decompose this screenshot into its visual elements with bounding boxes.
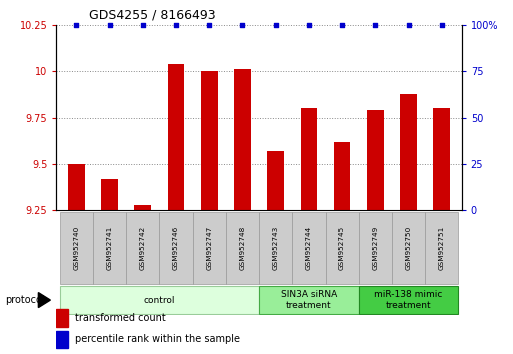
Bar [392, 212, 425, 284]
Text: GSM952741: GSM952741 [107, 225, 112, 270]
Bar [326, 212, 359, 284]
Point [72, 22, 81, 28]
Point [338, 22, 346, 28]
Text: GSM952745: GSM952745 [339, 225, 345, 270]
Bar [234, 69, 251, 210]
Bar [359, 286, 459, 314]
Text: GSM952744: GSM952744 [306, 225, 312, 270]
Point [205, 22, 213, 28]
Bar [60, 212, 93, 284]
Text: GSM952746: GSM952746 [173, 225, 179, 270]
Text: GSM952750: GSM952750 [406, 225, 411, 270]
Bar [226, 212, 259, 284]
Text: control: control [144, 296, 175, 304]
Bar [160, 212, 192, 284]
Text: GSM952751: GSM952751 [439, 225, 445, 270]
Bar [60, 286, 259, 314]
Text: miR-138 mimic
treatment: miR-138 mimic treatment [374, 290, 443, 310]
Text: GSM952740: GSM952740 [73, 225, 80, 270]
Bar [367, 110, 384, 210]
Text: transformed count: transformed count [75, 313, 165, 323]
Bar [292, 212, 326, 284]
Bar [359, 212, 392, 284]
Bar [433, 108, 450, 210]
Bar [192, 212, 226, 284]
Text: GSM952748: GSM952748 [240, 225, 245, 270]
Point [438, 22, 446, 28]
Bar [267, 151, 284, 210]
Bar [168, 64, 184, 210]
Text: SIN3A siRNA
treatment: SIN3A siRNA treatment [281, 290, 337, 310]
Bar [301, 108, 317, 210]
Text: GDS4255 / 8166493: GDS4255 / 8166493 [89, 8, 215, 21]
Text: GSM952747: GSM952747 [206, 225, 212, 270]
Bar [259, 212, 292, 284]
Point [172, 22, 180, 28]
Bar [101, 179, 118, 210]
Bar [425, 212, 459, 284]
Text: GSM952749: GSM952749 [372, 225, 378, 270]
Bar [201, 71, 218, 210]
Text: GSM952742: GSM952742 [140, 225, 146, 270]
Polygon shape [38, 292, 50, 308]
Bar [56, 331, 68, 348]
Bar [134, 205, 151, 210]
Point [139, 22, 147, 28]
Bar [56, 309, 68, 326]
Point [106, 22, 114, 28]
Text: percentile rank within the sample: percentile rank within the sample [75, 335, 240, 344]
Bar [400, 93, 417, 210]
Point [404, 22, 412, 28]
Bar [259, 286, 359, 314]
Bar [334, 142, 350, 210]
Text: protocol: protocol [5, 295, 45, 305]
Bar [68, 164, 85, 210]
Bar [93, 212, 126, 284]
Text: GSM952743: GSM952743 [273, 225, 279, 270]
Point [271, 22, 280, 28]
Bar [126, 212, 160, 284]
Point [305, 22, 313, 28]
Point [371, 22, 380, 28]
Point [239, 22, 247, 28]
